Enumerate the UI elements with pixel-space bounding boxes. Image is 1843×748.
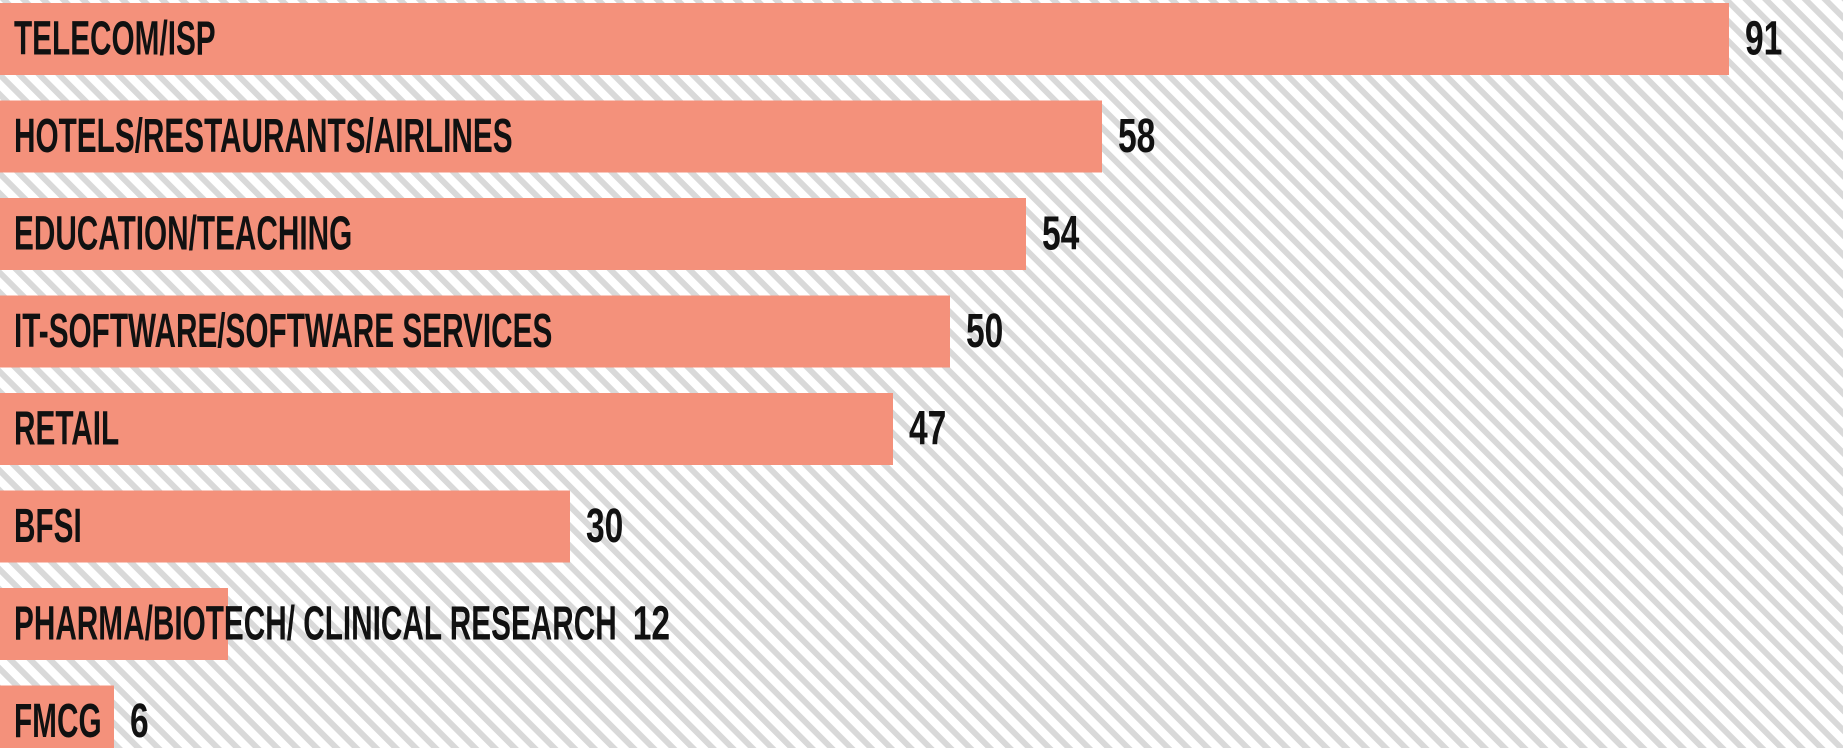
bar-label-group: FMCG <box>14 695 102 748</box>
value-label-group: 30 <box>586 498 623 552</box>
bar-label-group: TELECOM/ISP <box>14 13 216 66</box>
bar <box>0 588 228 660</box>
value-label: 54 <box>1042 206 1079 260</box>
plot-area: TELECOM/ISP 91 HOTELS/RESTAURANTS/AIRLINES… <box>0 3 1782 748</box>
bar-label-group: BFSI <box>14 500 82 553</box>
category-label: FMCG <box>14 695 102 748</box>
value-label-group: 47 <box>909 401 946 455</box>
category-label: RETAIL <box>14 403 119 456</box>
bar <box>0 685 114 748</box>
bar <box>0 3 1729 75</box>
value-label: 50 <box>966 303 1003 357</box>
bar <box>0 295 950 368</box>
value-label-group: 6 <box>130 693 149 747</box>
category-label: IT-SOFTWARE/SOFTWARE SERVICES <box>14 305 552 358</box>
category-label: PHARMA/BIOTECH/ CLINICAL RESEARCH <box>14 598 617 651</box>
bar <box>0 198 1026 270</box>
value-label-group: 54 <box>1042 206 1079 260</box>
bar-label-group: RETAIL <box>14 403 119 456</box>
value-label: 6 <box>130 693 149 747</box>
bar-label-group: PHARMA/BIOTECH/ CLINICAL RESEARCH <box>14 598 617 651</box>
value-label-group: 50 <box>966 303 1003 357</box>
category-label: BFSI <box>14 500 82 553</box>
category-label: HOTELS/RESTAURANTS/AIRLINES <box>14 110 513 163</box>
bar <box>0 100 1102 173</box>
value-label: 91 <box>1745 11 1782 65</box>
category-label: TELECOM/ISP <box>14 13 216 66</box>
bar-label-group: EDUCATION/TEACHING <box>14 208 352 261</box>
value-label: 30 <box>586 498 623 552</box>
value-label-group: 58 <box>1118 108 1155 162</box>
bar <box>0 393 893 465</box>
category-label: EDUCATION/TEACHING <box>14 208 352 261</box>
value-label: 12 <box>633 596 670 650</box>
value-label: 58 <box>1118 108 1155 162</box>
value-label-group: 91 <box>1745 11 1782 65</box>
bar-label-group: IT-SOFTWARE/SOFTWARE SERVICES <box>14 305 552 358</box>
value-label: 47 <box>909 401 946 455</box>
value-label-group: 12 <box>633 596 670 650</box>
bar-label-group: HOTELS/RESTAURANTS/AIRLINES <box>14 110 513 163</box>
bar <box>0 490 570 563</box>
